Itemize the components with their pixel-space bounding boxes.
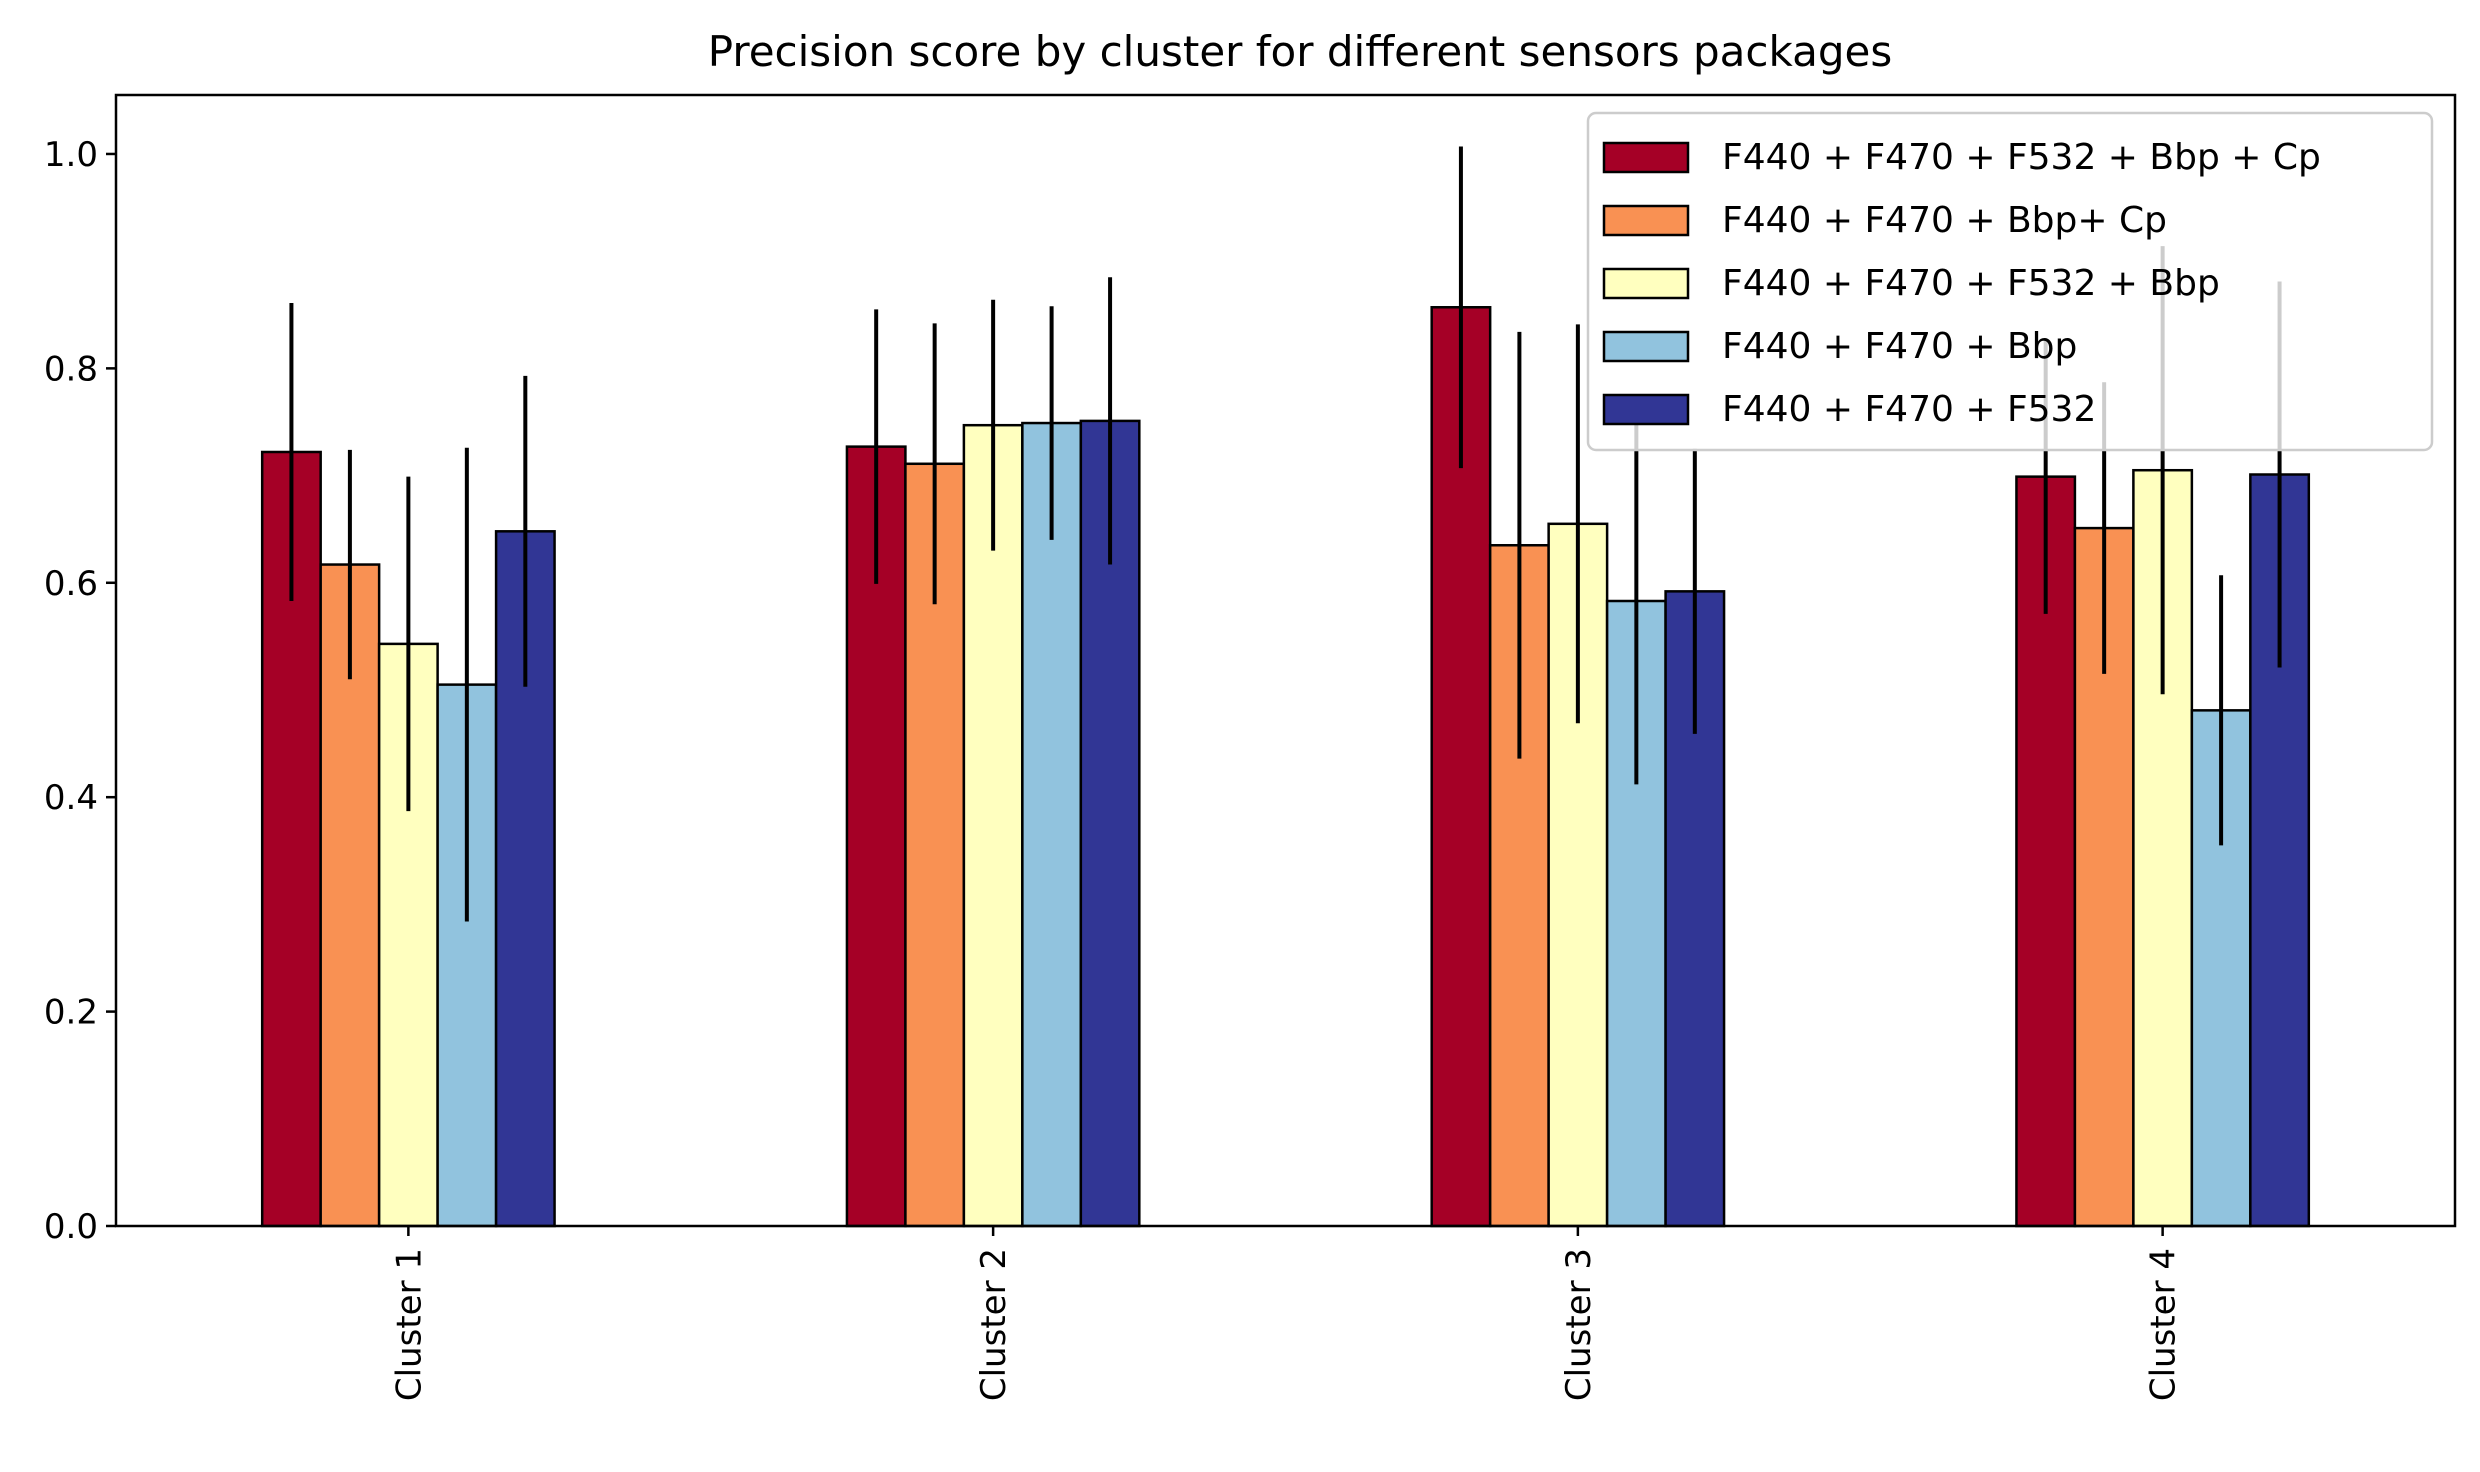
plot-frame bbox=[114, 93, 2457, 1228]
legend-swatch bbox=[1602, 267, 1690, 300]
legend-label: F440 + F470 + Bbp bbox=[1722, 326, 2077, 367]
legend-label: F440 + F470 + F532 + Bbp bbox=[1722, 263, 2220, 304]
x-tick-label: Cluster 3 bbox=[1559, 1248, 1599, 1401]
legend-swatch bbox=[1602, 204, 1690, 237]
bar bbox=[1021, 421, 1083, 1228]
legend-swatch bbox=[1602, 393, 1690, 426]
legend-label: F440 + F470 + F532 + Bbp + Cp bbox=[1722, 137, 2321, 178]
legend-label: F440 + F470 + Bbp+ Cp bbox=[1722, 200, 2167, 241]
y-tick-label: 1.0 bbox=[44, 135, 98, 175]
y-tick-label: 0.2 bbox=[44, 993, 98, 1033]
x-tick-label: Cluster 2 bbox=[974, 1248, 1014, 1401]
x-tick-label: Cluster 1 bbox=[389, 1248, 429, 1401]
legend-box bbox=[1586, 111, 2434, 452]
y-tick-label: 0.4 bbox=[44, 778, 98, 818]
legend-label: F440 + F470 + F532 bbox=[1722, 389, 2096, 430]
legend-swatch bbox=[1602, 141, 1690, 174]
legend: F440 + F470 + F532 + Bbp + Cp F440 + F470… bbox=[1586, 111, 2434, 452]
x-tick-label: Cluster 4 bbox=[2144, 1248, 2184, 1401]
y-tick-label: 0.8 bbox=[44, 349, 98, 389]
y-tick-label: 0.6 bbox=[44, 564, 98, 604]
legend-swatch bbox=[1602, 330, 1690, 363]
y-tick-label: 0.0 bbox=[44, 1207, 98, 1247]
chart-title: Precision score by cluster for different… bbox=[708, 27, 1892, 76]
plot-area: 0.0 0.2 0.4 0.6 0.8 1.0 Cluster 1 Cluster 2 Clus… bbox=[44, 93, 2457, 1401]
